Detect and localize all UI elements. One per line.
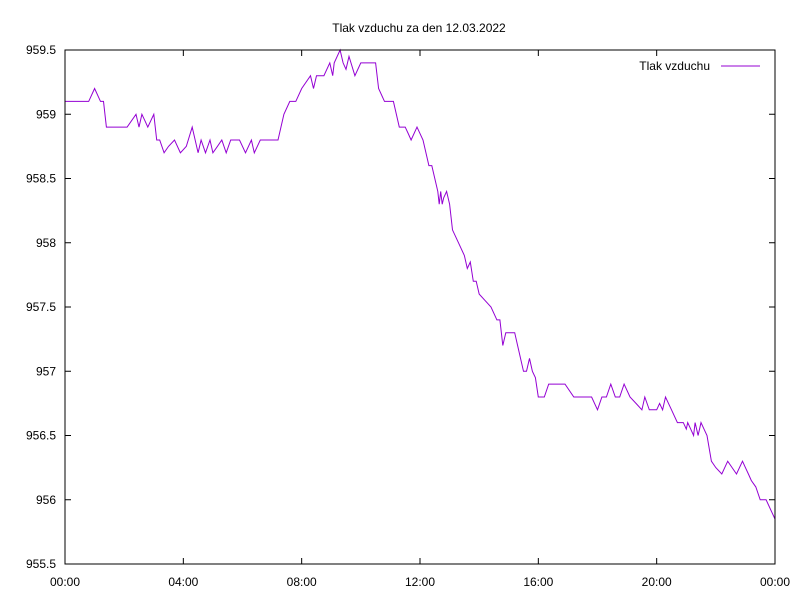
y-tick-label: 958.5 — [26, 172, 56, 186]
y-tick-label: 959 — [36, 107, 56, 121]
y-tick-label: 957 — [36, 364, 56, 378]
series-line — [65, 48, 776, 520]
y-tick-label: 955.5 — [26, 557, 56, 571]
x-tick-label: 12:00 — [405, 575, 435, 589]
x-tick-label: 04:00 — [168, 575, 198, 589]
y-tick-label: 958 — [36, 236, 56, 250]
y-axis: 955.5 956 956.5 957 957.5 958 958.5 959 959.5 — [26, 43, 775, 571]
y-tick-label: 956 — [36, 493, 56, 507]
series-layer — [65, 48, 776, 520]
x-tick-label: 08:00 — [287, 575, 317, 589]
y-tick-label: 959.5 — [26, 43, 56, 57]
y-tick-label: 956.5 — [26, 429, 56, 443]
x-tick-label: 16:00 — [523, 575, 553, 589]
y-tick-label: 957.5 — [26, 300, 56, 314]
x-tick-label: 00:00 — [50, 575, 80, 589]
x-tick-label: 00:00 — [760, 575, 790, 589]
chart-title: Tlak vzduchu za den 12.03.2022 — [332, 21, 506, 35]
x-axis: 00:00 04:00 08:00 12:00 16:00 20:00 00:00 — [50, 50, 790, 589]
legend-label: Tlak vzduchu — [639, 59, 710, 73]
plot-frame — [64, 49, 776, 565]
legend: Tlak vzduchu — [639, 59, 760, 73]
x-tick-label: 20:00 — [642, 575, 672, 589]
